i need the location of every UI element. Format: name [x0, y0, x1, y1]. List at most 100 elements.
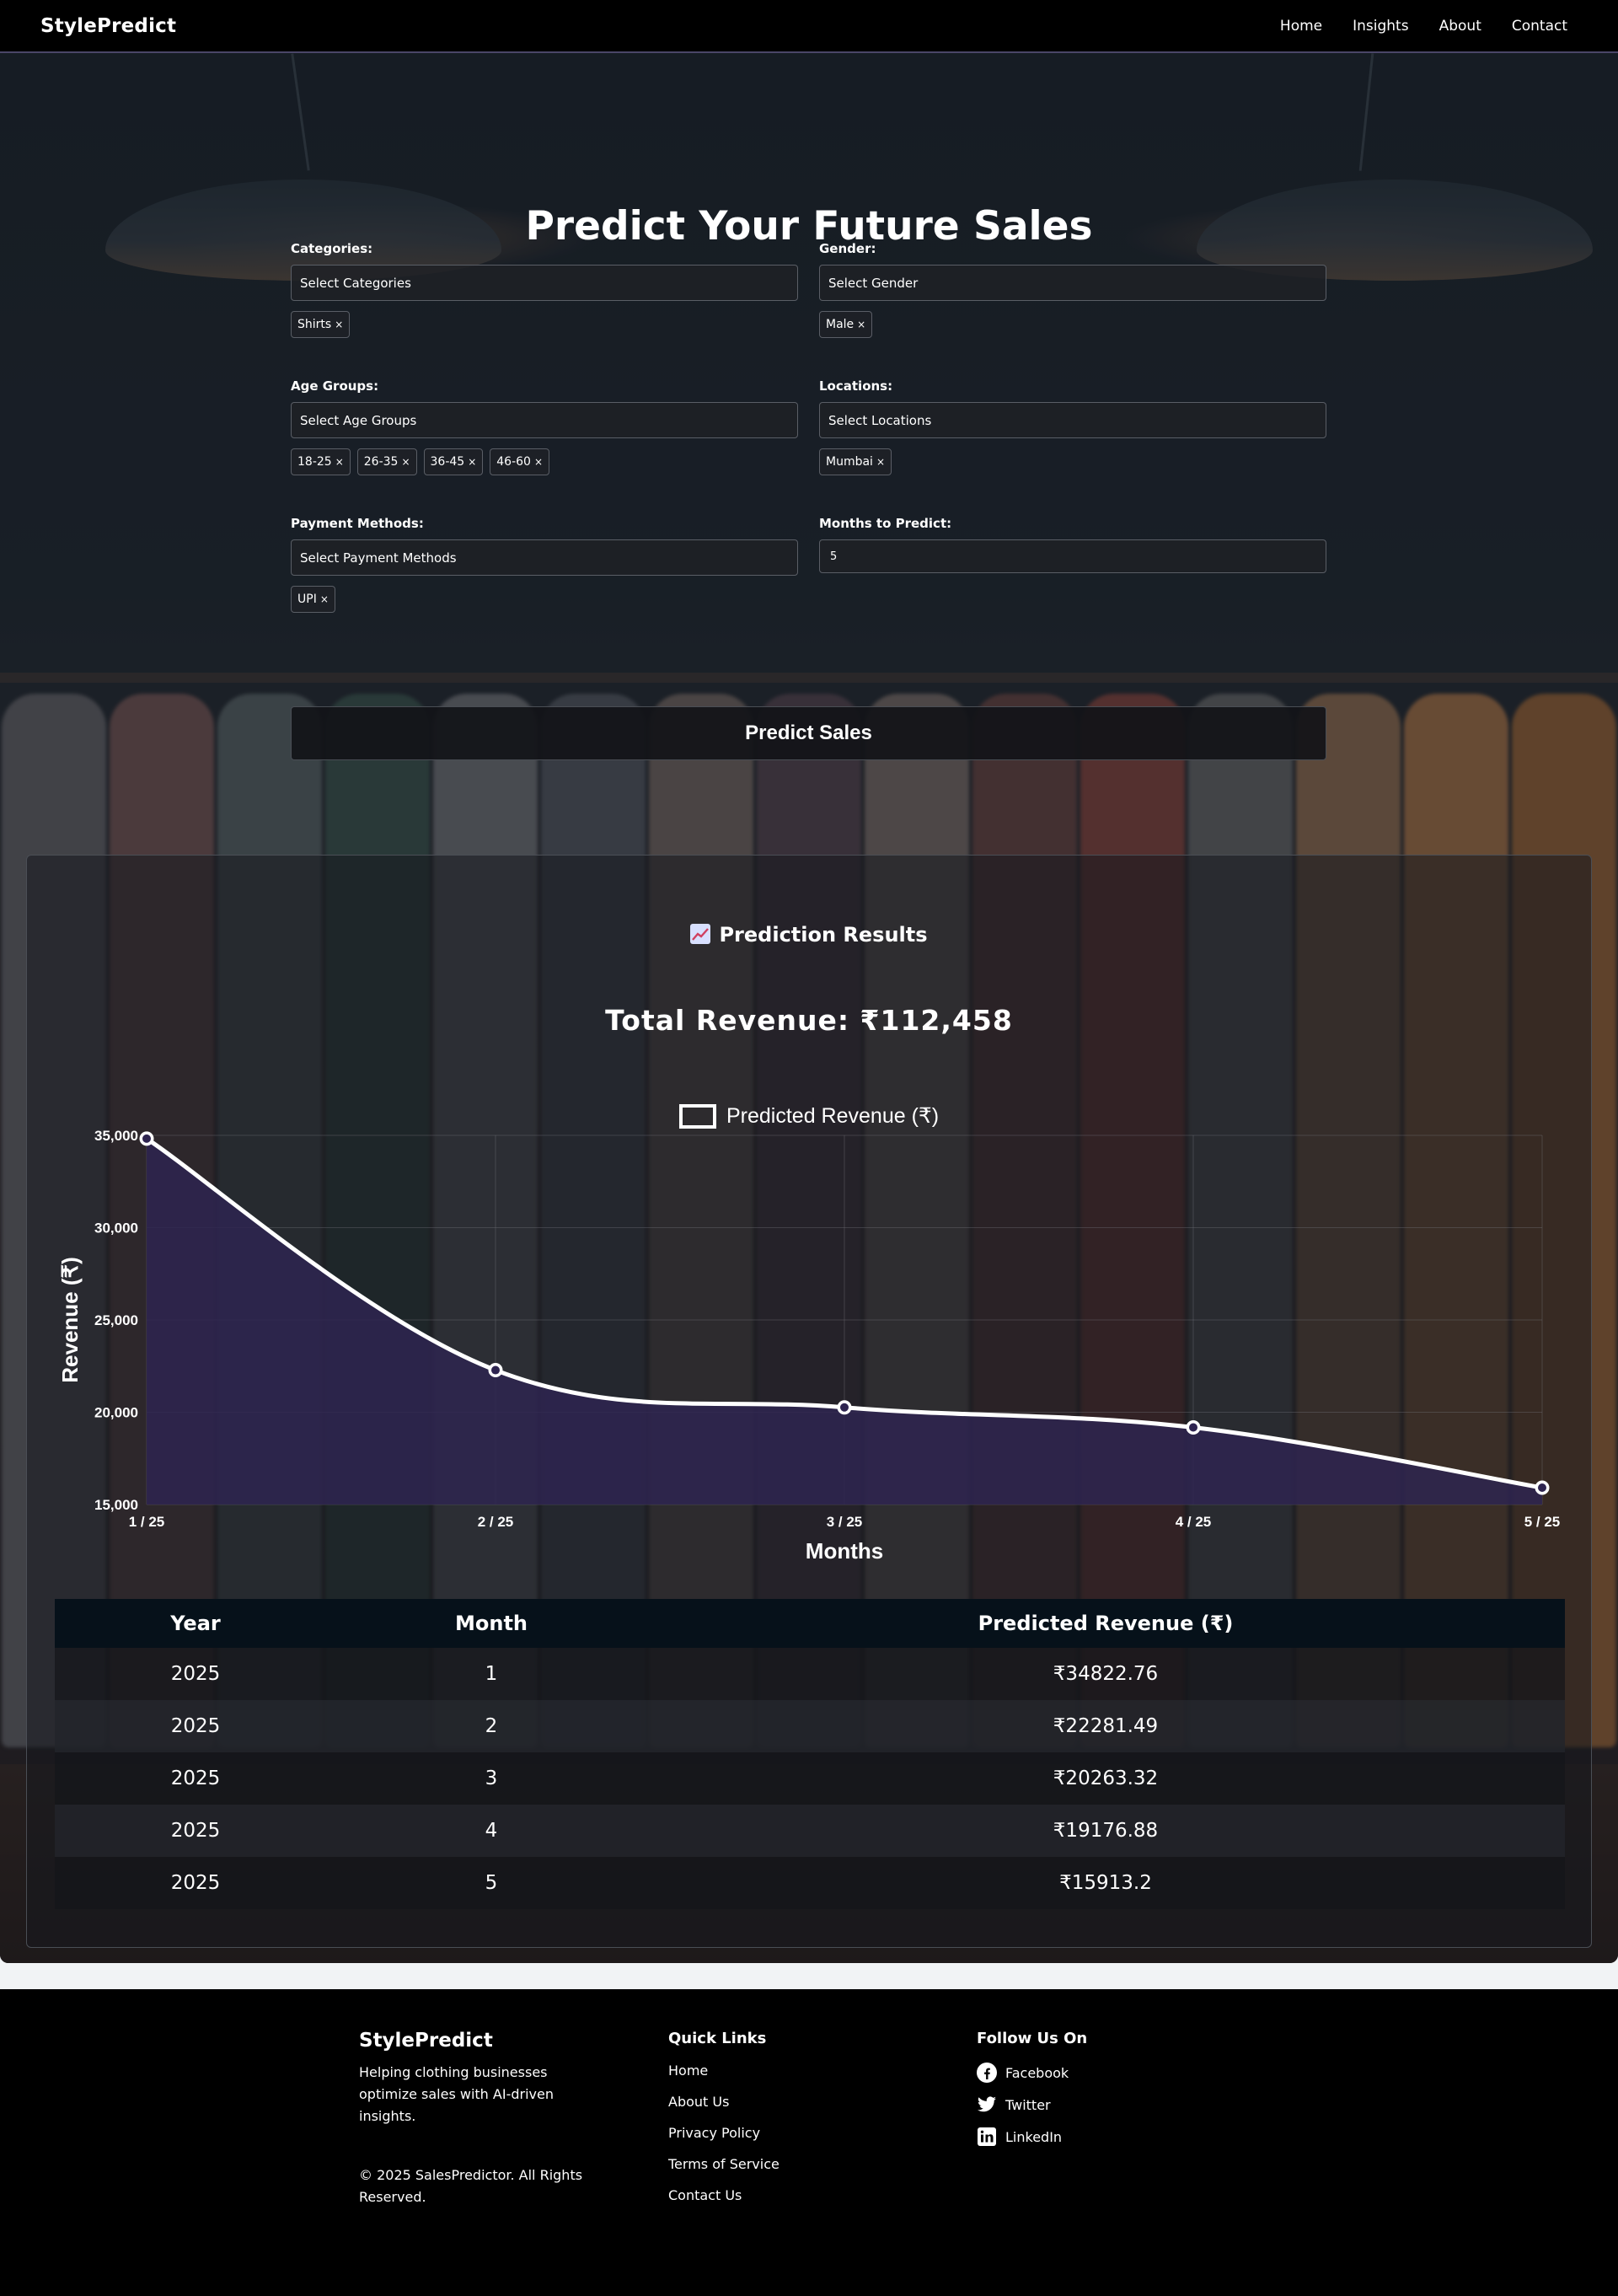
social-linkedin[interactable]: LinkedIn — [977, 2127, 1187, 2147]
table-header-month: Month — [336, 1599, 646, 1648]
months-field: Months to Predict: — [819, 516, 1326, 573]
data-point-inner — [1189, 1423, 1197, 1432]
age-groups-field: Age Groups: Select Age Groups 18-25 × 26-… — [291, 378, 798, 475]
remove-tag-icon[interactable]: × — [401, 456, 410, 468]
payment-methods-tags: UPI × — [291, 586, 798, 613]
brand-logo[interactable]: StylePredict — [40, 14, 177, 37]
social-twitter[interactable]: Twitter — [977, 2095, 1187, 2115]
table-cell-year: 2025 — [55, 1648, 336, 1700]
y-tick-label: 25,000 — [94, 1312, 138, 1328]
table-row: 2025 2 ₹22281.49 — [55, 1700, 1565, 1752]
gender-label: Gender: — [819, 241, 876, 256]
x-tick-label: 2 / 25 — [478, 1514, 514, 1530]
footer-link-about-us[interactable]: About Us — [668, 2094, 730, 2110]
tag-shirts[interactable]: Shirts × — [291, 311, 351, 338]
remove-tag-icon[interactable]: × — [319, 593, 329, 605]
table-cell-revenue: ₹34822.76 — [646, 1648, 1565, 1700]
tag-mumbai[interactable]: Mumbai × — [819, 448, 892, 475]
data-point-inner — [1538, 1483, 1546, 1493]
clothing-rail — [0, 673, 1618, 683]
y-tick-label: 15,000 — [94, 1497, 138, 1513]
chart-increasing-icon — [690, 924, 711, 944]
data-point-inner — [491, 1365, 500, 1375]
gender-field: Gender: Select Gender Male × — [819, 241, 1326, 338]
navbar: StylePredict Home Insights About Contact — [0, 0, 1618, 53]
y-axis-title: Revenue (₹) — [57, 1257, 83, 1382]
remove-tag-icon[interactable]: × — [533, 456, 543, 468]
tag-upi[interactable]: UPI × — [291, 586, 335, 613]
gender-tags: Male × — [819, 311, 1326, 338]
categories-tags: Shirts × — [291, 311, 798, 338]
categories-select[interactable]: Select Categories — [291, 265, 798, 301]
legend-swatch — [679, 1104, 716, 1129]
x-tick-label: 5 / 25 — [1524, 1514, 1561, 1530]
social-facebook[interactable]: Facebook — [977, 2063, 1187, 2083]
remove-tag-icon[interactable]: × — [857, 319, 866, 330]
payment-methods-label: Payment Methods: — [291, 516, 424, 531]
y-tick-label: 30,000 — [94, 1220, 138, 1237]
nav-link-about[interactable]: About — [1439, 17, 1481, 35]
locations-select[interactable]: Select Locations — [819, 402, 1326, 438]
payment-methods-field: Payment Methods: Select Payment Methods … — [291, 516, 798, 613]
data-point-inner — [840, 1403, 849, 1412]
remove-tag-icon[interactable]: × — [335, 456, 344, 468]
footer-brand: StylePredict — [359, 2030, 493, 2052]
remove-tag-icon[interactable]: × — [335, 319, 344, 330]
table-row: 2025 5 ₹15913.2 — [55, 1857, 1565, 1909]
gender-select[interactable]: Select Gender — [819, 265, 1326, 301]
categories-label: Categories: — [291, 241, 373, 256]
area-fill — [147, 1138, 1542, 1505]
nav-link-insights[interactable]: Insights — [1353, 17, 1409, 35]
footer-link-contact[interactable]: Contact Us — [668, 2187, 742, 2203]
footer: StylePredict Helping clothing businesses… — [0, 1989, 1618, 2296]
footer-quick-links-title: Quick Links — [668, 2030, 767, 2047]
table-cell-revenue: ₹19176.88 — [646, 1805, 1565, 1857]
locations-field: Locations: Select Locations Mumbai × — [819, 378, 1326, 475]
y-tick-label: 20,000 — [94, 1405, 138, 1421]
table-cell-year: 2025 — [55, 1805, 336, 1857]
table-cell-month: 1 — [336, 1648, 646, 1700]
predict-sales-button[interactable]: Predict Sales — [291, 706, 1326, 760]
months-input[interactable] — [819, 539, 1326, 573]
table-row: 2025 3 ₹20263.32 — [55, 1752, 1565, 1805]
table-cell-month: 3 — [336, 1752, 646, 1805]
age-groups-tags: 18-25 × 26-35 × 36-45 × 46-60 × — [291, 448, 798, 475]
tag-age-36-45[interactable]: 36-45 × — [423, 448, 484, 475]
x-tick-label: 4 / 25 — [1176, 1514, 1212, 1530]
footer-copyright: © 2025 SalesPredictor. All Rights Reserv… — [359, 2167, 583, 2205]
nav-link-home[interactable]: Home — [1279, 17, 1323, 35]
table-cell-year: 2025 — [55, 1752, 336, 1805]
nav-link-contact[interactable]: Contact — [1511, 17, 1567, 35]
footer-follow-title: Follow Us On — [977, 2030, 1088, 2047]
footer-link-terms[interactable]: Terms of Service — [668, 2156, 780, 2172]
months-label: Months to Predict: — [819, 516, 952, 531]
footer-link-privacy[interactable]: Privacy Policy — [668, 2125, 761, 2141]
data-point-inner — [142, 1134, 151, 1143]
table-row: 2025 4 ₹19176.88 — [55, 1805, 1565, 1857]
table-cell-revenue: ₹20263.32 — [646, 1752, 1565, 1805]
table-cell-year: 2025 — [55, 1857, 336, 1909]
footer-link-home[interactable]: Home — [668, 2063, 709, 2079]
tag-age-26-35[interactable]: 26-35 × — [356, 448, 417, 475]
results-panel: Prediction Results Total Revenue: ₹112,4… — [26, 855, 1592, 1948]
remove-tag-icon[interactable]: × — [468, 456, 477, 468]
footer-about: StylePredict Helping clothing businesses… — [359, 2030, 587, 2208]
locations-label: Locations: — [819, 378, 893, 394]
tag-male[interactable]: Male × — [819, 311, 873, 338]
x-axis-title: Months — [806, 1538, 883, 1564]
categories-field: Categories: Select Categories Shirts × — [291, 241, 798, 338]
remove-tag-icon[interactable]: × — [876, 456, 886, 468]
tag-age-46-60[interactable]: 46-60 × — [490, 448, 549, 475]
footer-tagline: Helping clothing businesses optimize sal… — [359, 2064, 554, 2124]
table-header-year: Year — [55, 1599, 336, 1648]
main-section: Predict Your Future Sales Categories: Se… — [0, 53, 1618, 1963]
linkedin-icon — [978, 2127, 996, 2146]
results-heading: Prediction Results — [27, 923, 1591, 947]
prediction-table: Year Month Predicted Revenue (₹) 2025 1 … — [55, 1599, 1565, 1909]
table-header-row: Year Month Predicted Revenue (₹) — [55, 1599, 1565, 1648]
tag-age-18-25[interactable]: 18-25 × — [291, 448, 351, 475]
payment-methods-select[interactable]: Select Payment Methods — [291, 539, 798, 576]
age-groups-select[interactable]: Select Age Groups — [291, 402, 798, 438]
locations-tags: Mumbai × — [819, 448, 1326, 475]
table-cell-revenue: ₹15913.2 — [646, 1857, 1565, 1909]
